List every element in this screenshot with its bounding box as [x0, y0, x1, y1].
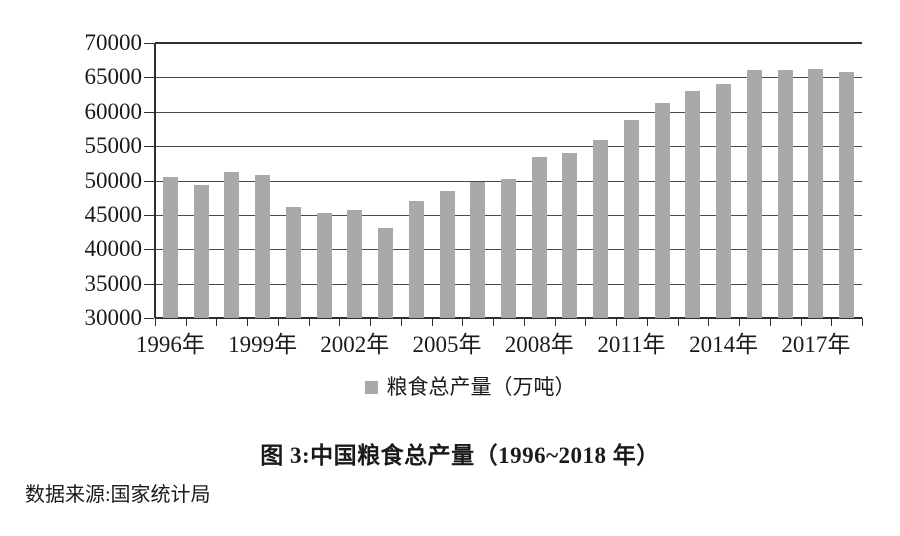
- legend-swatch-icon: [364, 380, 378, 394]
- x-tick: [431, 318, 433, 326]
- bar-2010年: [593, 139, 609, 318]
- x-tick: [800, 318, 802, 326]
- x-tick: [739, 318, 741, 326]
- x-tick: [862, 318, 863, 326]
- x-tick: [400, 318, 402, 326]
- y-tick-35000: [144, 283, 154, 285]
- x-axis-label: 1996年: [135, 332, 205, 357]
- x-tick: [554, 318, 556, 326]
- bar-2015年: [746, 70, 762, 318]
- gridline-60000: [155, 111, 862, 113]
- y-tick-45000: [144, 214, 154, 216]
- y-axis-label: 65000: [84, 64, 143, 90]
- bar-2016年: [777, 70, 793, 318]
- bar-2014年: [716, 84, 732, 318]
- y-tick-65000: [144, 77, 154, 79]
- y-axis-label: 45000: [84, 201, 143, 227]
- bar-1998年: [224, 172, 240, 318]
- y-tick-40000: [144, 249, 154, 251]
- x-axis-label: 2005年: [412, 332, 482, 357]
- gridline-30000: [155, 317, 862, 319]
- x-tick: [462, 318, 464, 326]
- bar-2004年: [408, 201, 424, 318]
- bar-2018年: [839, 71, 855, 318]
- chart-legend: 粮食总产量（万吨）: [20, 375, 900, 399]
- x-tick: [769, 318, 771, 326]
- gridline-65000: [155, 77, 862, 79]
- bar-2008年: [531, 156, 547, 318]
- x-axis-label: 2008年: [504, 332, 574, 357]
- bar-2007年: [501, 179, 516, 318]
- x-tick: [585, 318, 587, 326]
- x-tick: [339, 318, 341, 326]
- gridline-55000: [155, 146, 862, 148]
- x-tick: [185, 318, 187, 326]
- bar-2017年: [808, 69, 824, 318]
- y-axis-label: 30000: [84, 305, 143, 330]
- y-axis-label: 55000: [84, 133, 143, 159]
- y-axis-label: 70000: [84, 30, 143, 55]
- bar-2003年: [378, 228, 394, 318]
- y-tick-70000: [144, 43, 154, 44]
- x-tick: [155, 318, 156, 326]
- bar-2000年: [285, 206, 301, 318]
- figure-caption: 图 3:中国粮食总产量（1996~2018 年）: [260, 443, 660, 468]
- bar-2009年: [562, 153, 578, 318]
- data-source-note: 数据来源:国家统计局: [25, 484, 211, 506]
- y-tick-50000: [144, 180, 154, 182]
- gridline-70000: [155, 42, 862, 44]
- y-axis-label: 60000: [84, 98, 143, 124]
- bar-2006年: [470, 181, 486, 318]
- x-tick: [708, 318, 710, 326]
- x-axis-label: 1999年: [228, 332, 298, 357]
- bar-2012年: [654, 103, 670, 318]
- x-axis-label: 2017年: [781, 332, 851, 357]
- y-axis-line: [154, 43, 156, 318]
- y-axis-label: 40000: [84, 236, 143, 262]
- x-tick: [646, 318, 648, 326]
- x-tick: [277, 318, 279, 326]
- x-axis-label: 2002年: [320, 332, 390, 357]
- x-axis-label: 2011年: [597, 332, 666, 357]
- bar-2002年: [347, 210, 363, 318]
- bar-2005年: [439, 191, 455, 318]
- y-axis-label: 35000: [84, 270, 143, 296]
- bar-2001年: [316, 213, 332, 318]
- legend-label: 粮食总产量（万吨）: [386, 375, 576, 399]
- y-tick-30000: [144, 318, 154, 319]
- x-tick: [616, 318, 618, 326]
- x-tick: [370, 318, 372, 326]
- x-axis-label: 2014年: [689, 332, 759, 357]
- x-tick: [216, 318, 218, 326]
- bar-1996年: [162, 177, 178, 318]
- x-tick: [308, 318, 310, 326]
- y-axis-label: 50000: [84, 167, 143, 193]
- y-tick-55000: [144, 146, 154, 148]
- x-tick: [493, 318, 495, 326]
- y-tick-60000: [144, 111, 154, 113]
- x-tick: [247, 318, 249, 326]
- x-tick: [677, 318, 679, 326]
- bar-2011年: [623, 119, 639, 318]
- bar-1999年: [255, 174, 271, 318]
- bar-1997年: [193, 184, 209, 318]
- x-tick: [831, 318, 833, 326]
- bar-2013年: [685, 90, 701, 318]
- x-tick: [523, 318, 525, 326]
